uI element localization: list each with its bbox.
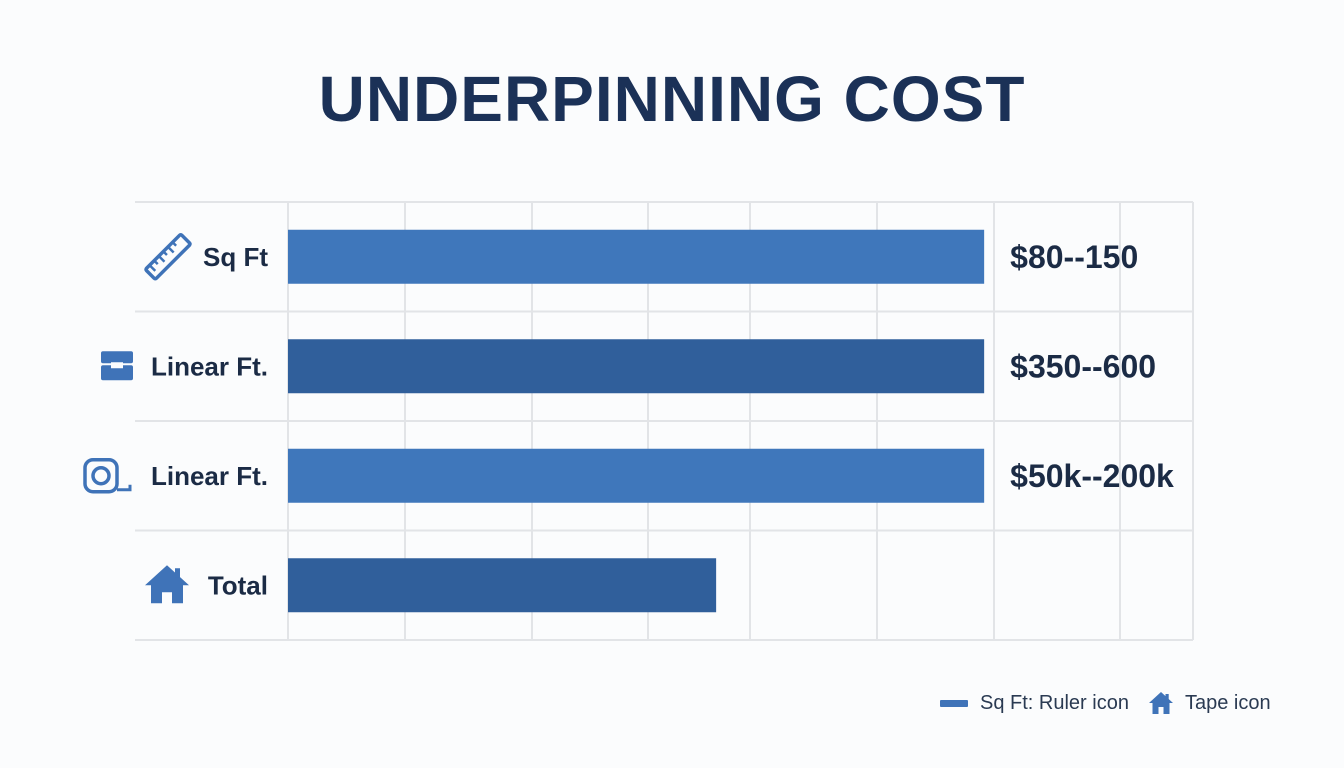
- chart-title: UNDERPINNING COST: [318, 63, 1026, 135]
- data-label: $80--150: [1010, 239, 1138, 275]
- briefcase-icon: [101, 351, 133, 381]
- house-icon: [145, 565, 189, 604]
- category-label: Sq Ft: [203, 242, 268, 272]
- legend-bar-swatch: [940, 699, 968, 707]
- data-label: $50k--200k: [1010, 458, 1174, 494]
- category-label: Linear Ft.: [151, 351, 268, 381]
- ruler-icon: [144, 232, 192, 281]
- data-label: $350--600: [1010, 348, 1156, 384]
- chart-legend: Sq Ft: Ruler icon Tape icon: [940, 688, 1289, 718]
- tape-measure-icon: [83, 458, 132, 494]
- category-label: Linear Ft.: [151, 461, 268, 491]
- category-label: Total: [208, 570, 268, 600]
- house-icon: [1148, 692, 1173, 714]
- bar: [288, 558, 717, 613]
- bar: [288, 339, 985, 394]
- bar: [288, 229, 985, 284]
- bar: [288, 448, 985, 503]
- legend-label-1: Sq Ft: Ruler icon: [980, 691, 1129, 714]
- legend-label-2: Tape icon: [1184, 691, 1271, 714]
